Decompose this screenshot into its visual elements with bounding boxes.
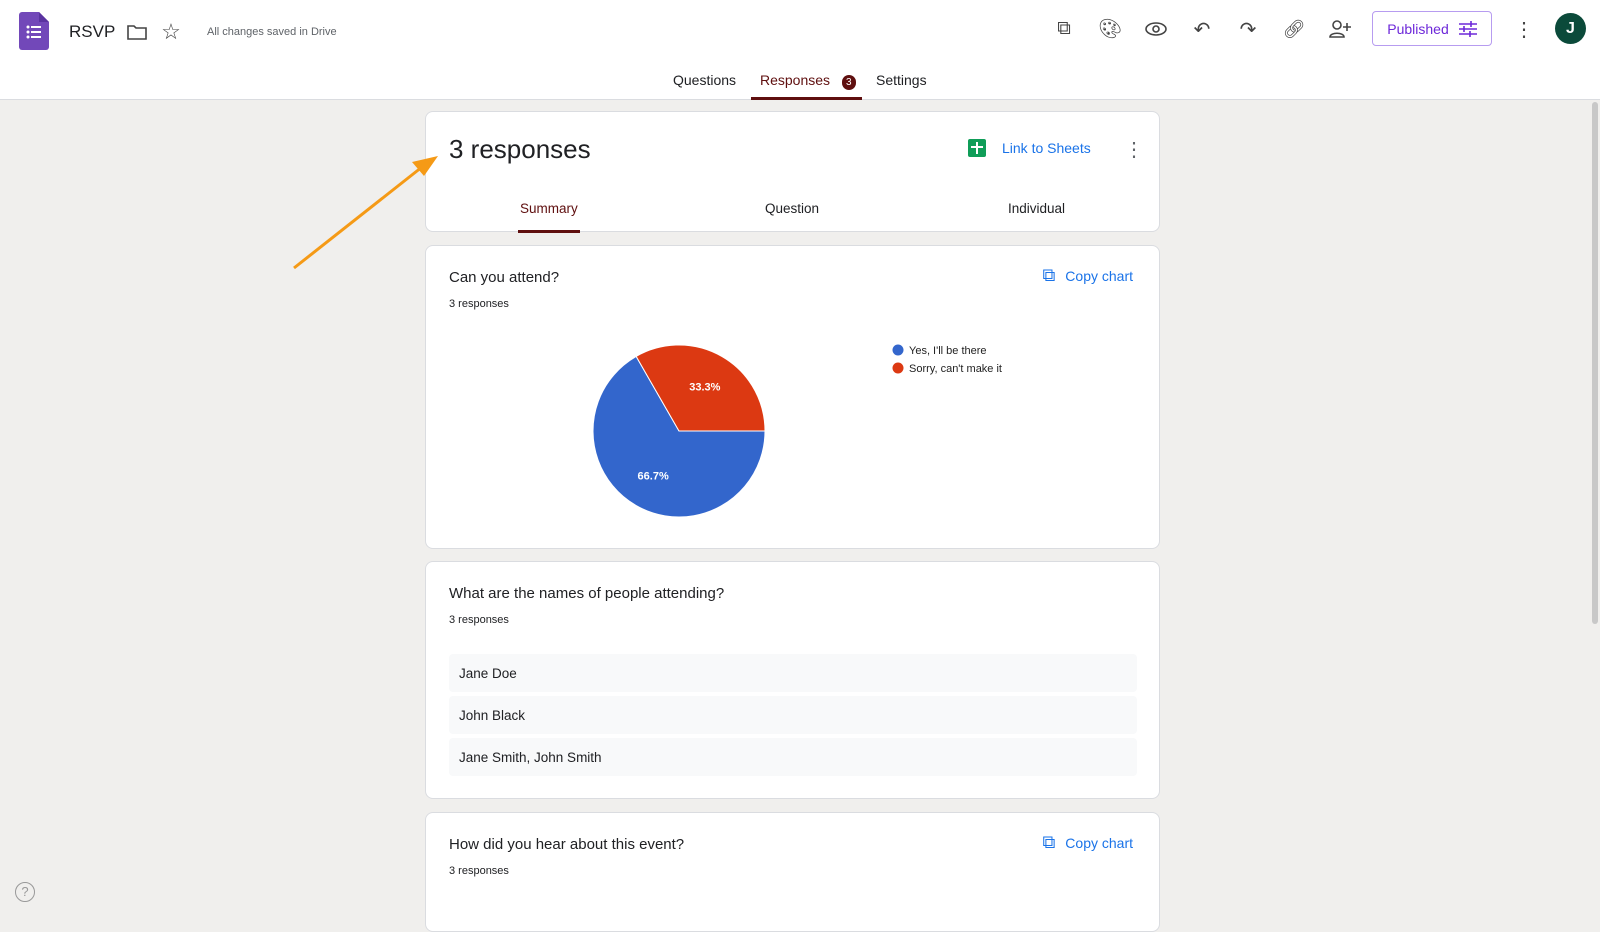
legend-swatch	[892, 362, 904, 374]
sheets-icon	[968, 139, 986, 157]
link-icon[interactable]: 🔗︎	[1282, 18, 1306, 39]
settings-sliders-icon	[1458, 20, 1477, 37]
copy-icon: ⧉	[1042, 832, 1056, 852]
question-title: Can you attend?	[449, 269, 560, 286]
subtab-question[interactable]: Question	[765, 201, 820, 216]
forms-logo-icon[interactable]	[19, 12, 49, 50]
link-to-sheets-label: Link to Sheets	[1002, 140, 1091, 156]
summary-card: 3 responses Link to Sheets ⋮ Summary Que…	[425, 111, 1160, 233]
folder-icon[interactable]	[125, 20, 149, 44]
pie-slice	[635, 344, 766, 432]
legend-label: Yes, I'll be there	[909, 345, 987, 357]
legend-swatch	[892, 344, 904, 356]
copy-chart-button[interactable]: ⧉ Copy chart	[1042, 832, 1133, 853]
tab-settings[interactable]: Settings	[876, 72, 927, 88]
question-title: What are the names of people attending?	[449, 585, 725, 602]
undo-icon[interactable]: ↶	[1193, 18, 1211, 41]
question-card-names: What are the names of people attending? …	[425, 561, 1160, 799]
form-title[interactable]: RSVP	[69, 22, 116, 41]
published-button[interactable]: Published	[1372, 11, 1492, 46]
avatar[interactable]: J	[1555, 13, 1586, 44]
answer-row: Jane Smith, John Smith	[449, 738, 1137, 776]
question-card-attend: Can you attend? 3 responses ⧉ Copy chart …	[425, 245, 1160, 549]
question-title: How did you hear about this event?	[449, 836, 685, 853]
redo-icon[interactable]: ↷	[1239, 18, 1257, 41]
response-count: 3 responses	[449, 298, 509, 310]
answer-row: John Black	[449, 696, 1137, 734]
copy-chart-label: Copy chart	[1065, 834, 1133, 851]
answer-row: Jane Doe	[449, 654, 1137, 692]
subtab-summary[interactable]: Summary	[518, 201, 580, 233]
tab-responses[interactable]: Responses 3	[751, 72, 862, 100]
preview-eye-icon[interactable]	[1144, 17, 1168, 41]
save-status: All changes saved in Drive	[207, 26, 337, 38]
slice-label: 33.3%	[689, 381, 720, 393]
scrollbar[interactable]	[1592, 102, 1598, 624]
question-card-hear: How did you hear about this event? 3 res…	[425, 812, 1160, 932]
slice-label: 66.7%	[638, 471, 669, 483]
top-bar: RSVP ☆ All changes saved in Drive ⧉ 🎨︎ ↶…	[0, 0, 1600, 100]
copy-chart-label: Copy chart	[1065, 267, 1133, 284]
more-options-icon[interactable]: ⋮	[1124, 139, 1144, 161]
legend-label: Sorry, can't make it	[909, 363, 1002, 375]
tab-questions[interactable]: Questions	[673, 72, 737, 88]
copy-icon: ⧉	[1042, 265, 1056, 285]
add-collaborator-icon[interactable]	[1328, 17, 1352, 41]
link-to-sheets-button[interactable]: Link to Sheets	[968, 139, 1091, 157]
responses-count-badge: 3	[841, 75, 856, 90]
star-icon[interactable]: ☆	[161, 19, 181, 44]
more-options-icon[interactable]: ⋮	[1514, 18, 1534, 41]
tab-responses-label: Responses	[760, 72, 831, 88]
pie-chart: 66.7% Yes, I'll be there 33.3% Sorry, can't…	[592, 344, 1002, 518]
response-count: 3 responses	[449, 865, 509, 877]
help-icon[interactable]: ?	[15, 882, 35, 902]
response-count: 3 responses	[449, 614, 509, 626]
pie-slice	[592, 355, 766, 518]
subtab-individual[interactable]: Individual	[1008, 201, 1066, 216]
published-label: Published	[1387, 20, 1449, 37]
responses-title: 3 responses	[449, 134, 591, 164]
copy-chart-button[interactable]: ⧉ Copy chart	[1042, 265, 1133, 286]
add-ons-icon[interactable]: ⧉	[1057, 18, 1071, 39]
palette-icon[interactable]: 🎨︎	[1097, 19, 1123, 40]
